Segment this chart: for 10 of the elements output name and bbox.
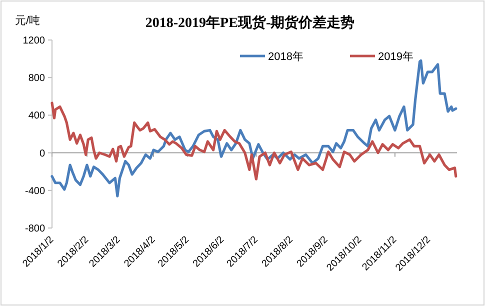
y-tick-label: 0 <box>39 148 46 160</box>
y-tick-label: 800 <box>28 73 46 84</box>
legend-label: 2018年 <box>268 51 304 63</box>
y-tick-label: 1200 <box>22 36 46 46</box>
y-tick-label: 400 <box>28 110 46 122</box>
chart-title: 2018-2019年PE现货-期货价差走势 <box>145 15 355 31</box>
legend-label: 2019年 <box>378 51 414 63</box>
y-tick-label: -400 <box>24 186 46 197</box>
y-axis-title: 元/吨 <box>15 14 40 27</box>
y-tick-label: -800 <box>24 224 46 234</box>
